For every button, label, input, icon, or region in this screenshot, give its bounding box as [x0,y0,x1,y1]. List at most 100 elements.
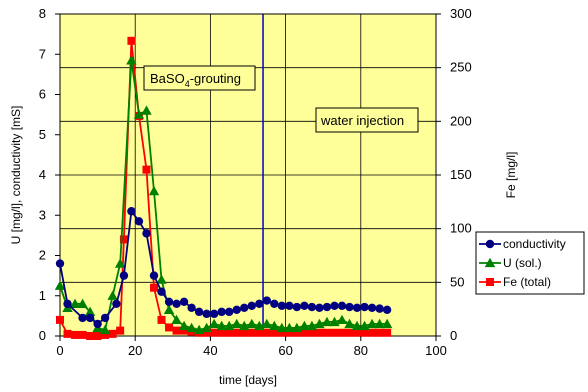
y-right-tick-label: 100 [450,221,472,236]
data-point-fe-total [247,328,256,337]
data-point-u-sol [99,324,111,335]
y-left-tick-label: 3 [39,207,46,222]
data-point-u-sol [77,298,88,308]
series-u-sol [54,55,393,335]
data-point-u-sol [171,314,182,325]
data-point-conductivity [352,303,362,313]
data-point-u-sol [261,318,272,329]
data-point-fe-total [119,235,128,244]
data-point-conductivity [202,309,211,319]
annotation-grouting-box [143,65,256,91]
data-point-fe-total [217,328,226,337]
data-point-fe-total [322,328,331,337]
data-point-u-sol [178,320,190,331]
data-point-fe-total [360,328,369,337]
data-point-fe-total [86,332,95,340]
data-point-fe-total [172,326,181,335]
data-point-fe-total [78,330,87,339]
y-axis-title-left: U [mg/l], conductivity [mS] [9,106,23,245]
data-point-fe-total [353,328,362,337]
data-point-conductivity [382,305,392,315]
data-point-fe-total [262,328,271,337]
data-point-u-sol [69,298,81,308]
data-point-conductivity [330,301,339,311]
legend-label-fe-total: Fe (total) [503,275,551,289]
data-point-conductivity [300,301,309,311]
y-right-tick-label: 200 [450,113,472,128]
annotation-water-label: water injection [320,113,404,128]
data-point-fe-total [270,328,279,337]
y-left-tick-label: 1 [39,288,46,303]
data-point-conductivity [367,303,377,313]
data-point-fe-total [300,328,309,337]
data-point-fe-total [315,328,324,337]
data-point-conductivity [172,299,181,308]
data-point-fe-total [232,328,241,337]
x-tick-label: 0 [56,343,63,358]
data-point-u-sol [321,316,333,327]
legend-marker-u-sol [484,257,496,268]
data-point-u-sol [141,105,152,115]
data-point-conductivity [78,313,87,323]
data-point-fe-total [225,328,234,337]
x-tick-label: 80 [354,343,368,358]
data-point-conductivity [55,259,65,268]
data-point-conductivity [149,271,159,280]
legend-marker-conductivity [485,239,495,249]
y-right-tick-label: 150 [450,167,472,182]
x-tick-label: 20 [128,343,142,358]
data-point-u-sol [133,109,145,119]
data-point-conductivity [93,319,102,329]
y-left-tick-label: 5 [39,127,46,142]
data-point-fe-total [101,330,110,339]
data-point-fe-total [202,328,211,337]
legend-label-u-sol: U (sol.) [503,256,542,270]
data-point-conductivity [100,313,110,323]
y-left-tick-label: 2 [39,248,46,263]
data-point-conductivity [240,303,249,313]
y-left-tick-label: 0 [39,328,46,343]
x-tick-label: 100 [425,343,447,358]
data-point-conductivity [255,299,264,308]
legend-label-conductivity: conductivity [503,237,566,251]
y-left-tick-label: 4 [39,167,46,182]
data-point-fe-total [108,329,117,338]
data-point-fe-total [93,332,102,340]
data-point-u-sol [163,304,175,314]
data-point-fe-total [63,329,72,338]
data-point-fe-total [180,326,189,335]
data-point-conductivity [270,299,279,308]
data-point-u-sol [186,322,197,333]
data-point-fe-total [277,328,286,337]
data-point-fe-total [150,283,158,292]
annotation-grouting-subscript: 4 [185,79,190,89]
x-axis-title: time [days] [219,373,277,387]
data-point-conductivity [322,302,332,312]
data-point-conductivity [285,301,294,311]
data-point-conductivity [187,303,196,313]
data-point-conductivity [134,217,144,226]
y-axis-left: 0 1 2 3 4 5 6 7 8 [39,6,60,343]
data-point-u-sol [201,322,212,333]
series-conductivity [55,207,392,329]
data-point-fe-total [375,328,384,337]
y-right-tick-label: 50 [450,274,464,289]
data-point-u-sol [148,185,160,196]
grid [60,14,436,336]
data-point-conductivity [292,302,302,312]
data-point-conductivity [127,207,136,216]
data-point-u-sol [208,318,220,329]
data-point-u-sol [126,55,137,65]
data-point-conductivity [247,301,256,311]
y-left-tick-label: 7 [39,46,46,61]
y-right-tick-label: 250 [450,60,472,75]
data-point-fe-total [157,315,166,324]
data-point-conductivity [375,304,384,313]
data-point-fe-total [345,328,354,337]
data-point-fe-total [165,323,174,332]
data-point-conductivity [209,309,219,319]
data-point-conductivity [225,307,234,317]
annotation-grouting-label: BaSO4-grouting [150,71,241,89]
data-point-u-sol [336,314,348,325]
